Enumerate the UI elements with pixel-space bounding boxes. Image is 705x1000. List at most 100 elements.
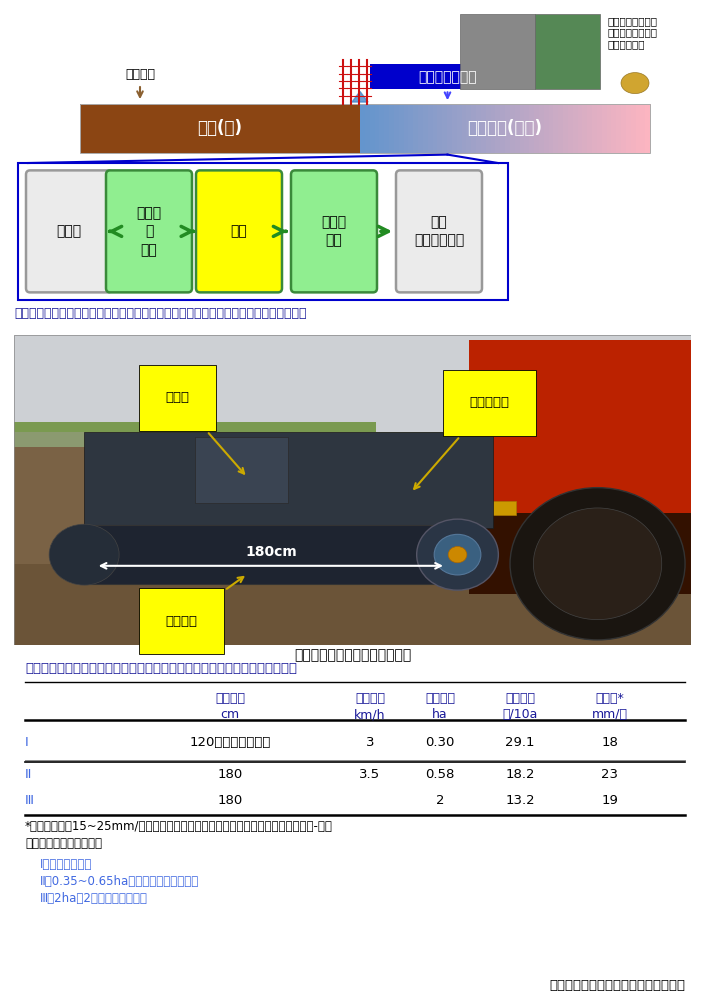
Bar	[510, 104, 515, 152]
Circle shape	[510, 488, 685, 640]
Bar	[394, 104, 399, 152]
Text: 分/10a: 分/10a	[502, 708, 538, 721]
Circle shape	[434, 534, 481, 575]
Text: 麦収穫: 麦収穫	[56, 224, 82, 238]
Circle shape	[448, 547, 467, 563]
Bar	[515, 104, 520, 152]
Bar	[496, 104, 501, 152]
Bar	[500, 104, 505, 152]
Bar	[457, 104, 462, 152]
FancyBboxPatch shape	[106, 170, 192, 292]
Bar	[462, 104, 467, 152]
Bar	[640, 104, 646, 152]
Text: （中野恵子、高橋仁康、深見公一郎）: （中野恵子、高橋仁康、深見公一郎）	[549, 979, 685, 992]
Bar	[548, 104, 554, 152]
Bar	[525, 104, 529, 152]
Bar	[14, 422, 376, 447]
Bar	[14, 335, 691, 432]
Bar	[597, 104, 602, 152]
Bar	[553, 104, 558, 152]
Bar	[403, 104, 409, 152]
Text: ほ場面積: ほ場面積	[425, 692, 455, 705]
Bar	[568, 104, 573, 152]
Text: 除草剤
散布: 除草剤 散布	[321, 215, 347, 248]
Bar	[520, 104, 525, 152]
Polygon shape	[352, 92, 368, 102]
Bar	[645, 104, 651, 152]
Text: 29.1: 29.1	[505, 736, 535, 748]
Bar	[587, 104, 592, 152]
Bar	[369, 104, 375, 152]
Text: 耕うん
・
播種: 耕うん ・ 播種	[137, 206, 161, 257]
Bar	[14, 432, 691, 454]
Text: mm/日: mm/日	[592, 708, 628, 721]
Bar	[534, 104, 539, 152]
Text: 作業時間: 作業時間	[505, 692, 535, 705]
Text: フレーム部: フレーム部	[415, 396, 509, 489]
Text: スクミリンゴガイ
乾田直播水稲への
被害は少ない: スクミリンゴガイ 乾田直播水稲への 被害は少ない	[608, 16, 658, 49]
Text: 0.30: 0.30	[425, 736, 455, 748]
Bar	[384, 104, 389, 152]
Bar	[428, 104, 433, 152]
Text: Ⅱ: Ⅱ	[25, 768, 32, 782]
Text: 18: 18	[601, 736, 618, 748]
Bar	[18, 163, 508, 300]
Bar	[529, 104, 534, 152]
Text: Ⅰ: Ⅰ	[25, 736, 29, 748]
Text: ローラ幅: ローラ幅	[215, 692, 245, 705]
Text: 13.2: 13.2	[505, 794, 535, 806]
Bar	[582, 104, 588, 152]
Bar	[14, 447, 691, 645]
Bar	[611, 104, 617, 152]
Bar	[413, 104, 419, 152]
Bar	[491, 104, 496, 152]
Bar	[374, 104, 380, 152]
Text: 播種＋漏水対策: 播種＋漏水対策	[418, 70, 477, 84]
Text: cm: cm	[221, 708, 240, 721]
Text: 23: 23	[601, 768, 618, 782]
Bar	[360, 104, 365, 152]
Bar	[471, 104, 477, 152]
Bar	[544, 104, 549, 152]
Bar	[577, 104, 583, 152]
Text: ローラ部: ローラ部	[166, 577, 243, 628]
Bar	[84, 525, 458, 584]
Bar	[442, 104, 448, 152]
Bar	[418, 104, 423, 152]
Text: Ⅲ　2haの2筆で試験した平均: Ⅲ 2haの2筆で試験した平均	[40, 892, 148, 905]
Bar	[466, 104, 472, 152]
Text: Ⅲ: Ⅲ	[25, 794, 34, 806]
Bar	[558, 104, 563, 152]
Text: 乾田直播(水稲): 乾田直播(水稲)	[467, 119, 543, 137]
Text: 表１　生産者圃場における実証試験（福岡県みやま市内、灰色低地土ほ場）: 表１ 生産者圃場における実証試験（福岡県みやま市内、灰色低地土ほ場）	[25, 662, 297, 675]
Bar	[621, 104, 626, 152]
Text: 3: 3	[366, 736, 374, 748]
Bar	[447, 104, 453, 152]
Text: 3.5: 3.5	[360, 768, 381, 782]
Text: 120（従来市販機）: 120（従来市販機）	[190, 736, 271, 748]
Text: 「圃場整備（水田）」）: 「圃場整備（水田）」）	[25, 837, 102, 850]
Bar	[606, 104, 612, 152]
Bar	[399, 501, 516, 515]
Text: Ⅱ　0.35~0.65haの４筆で試験した平均: Ⅱ 0.35~0.65haの４筆で試験した平均	[40, 875, 200, 888]
Bar	[432, 104, 438, 152]
Bar	[626, 104, 631, 152]
Text: 入水
播種後１か月: 入水 播種後１か月	[414, 215, 464, 248]
Text: 18.2: 18.2	[505, 768, 535, 782]
Text: 180: 180	[217, 768, 243, 782]
Text: 0.58: 0.58	[425, 768, 455, 782]
Text: 19: 19	[601, 794, 618, 806]
Bar	[14, 564, 691, 645]
Bar	[476, 104, 482, 152]
Circle shape	[534, 508, 662, 620]
Bar	[84, 432, 493, 528]
Bar	[486, 104, 491, 152]
Circle shape	[49, 524, 119, 585]
Bar	[535, 14, 600, 89]
Text: ha: ha	[432, 708, 448, 721]
Text: 減水深*: 減水深*	[596, 692, 625, 705]
Text: *適正減水深：15~25mm/日（農林水産省、土地改良事業計画基準及び運用・解説-計画: *適正減水深：15~25mm/日（農林水産省、土地改良事業計画基準及び運用・解説…	[25, 820, 333, 833]
Bar	[452, 104, 457, 152]
Bar	[460, 14, 535, 89]
Text: 設定速度: 設定速度	[355, 692, 385, 705]
